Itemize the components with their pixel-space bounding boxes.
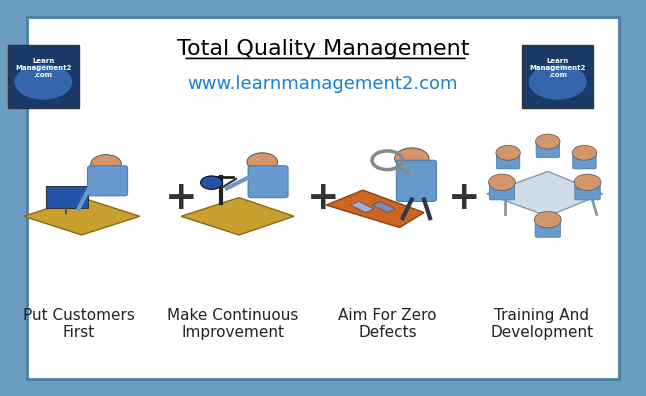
Circle shape — [247, 153, 278, 171]
Circle shape — [529, 64, 587, 100]
Circle shape — [536, 134, 560, 149]
Polygon shape — [181, 198, 294, 235]
Text: www.learnmanagement2.com: www.learnmanagement2.com — [188, 75, 458, 93]
Text: Total Quality Management: Total Quality Management — [177, 38, 469, 59]
FancyBboxPatch shape — [489, 181, 515, 200]
Circle shape — [395, 148, 429, 169]
Circle shape — [496, 145, 520, 160]
Circle shape — [488, 174, 516, 190]
Text: +: + — [307, 179, 339, 217]
FancyBboxPatch shape — [535, 219, 561, 237]
Text: Learn
Management2
.com: Learn Management2 .com — [530, 58, 586, 78]
Text: Aim For Zero
Defects: Aim For Zero Defects — [338, 308, 437, 340]
Circle shape — [534, 211, 561, 228]
Polygon shape — [24, 198, 140, 235]
FancyBboxPatch shape — [575, 181, 600, 200]
FancyBboxPatch shape — [8, 45, 79, 108]
Text: Put Customers
First: Put Customers First — [23, 308, 134, 340]
Circle shape — [574, 174, 601, 190]
Circle shape — [200, 176, 223, 189]
Polygon shape — [326, 190, 424, 227]
Polygon shape — [372, 201, 395, 213]
Text: Make Continuous
Improvement: Make Continuous Improvement — [167, 308, 298, 340]
FancyBboxPatch shape — [496, 152, 520, 169]
FancyBboxPatch shape — [45, 186, 88, 208]
Text: Learn
Management2
.com: Learn Management2 .com — [15, 58, 72, 78]
Circle shape — [91, 155, 121, 173]
Text: Training And
Development: Training And Development — [490, 308, 593, 340]
FancyBboxPatch shape — [573, 152, 596, 169]
Text: +: + — [448, 179, 481, 217]
FancyBboxPatch shape — [88, 166, 128, 196]
FancyBboxPatch shape — [27, 17, 619, 379]
FancyBboxPatch shape — [397, 160, 436, 202]
FancyBboxPatch shape — [536, 141, 559, 158]
FancyBboxPatch shape — [523, 45, 593, 108]
Text: +: + — [165, 179, 198, 217]
Circle shape — [572, 145, 597, 160]
Circle shape — [14, 64, 72, 100]
Polygon shape — [486, 171, 603, 216]
Polygon shape — [351, 201, 374, 213]
FancyBboxPatch shape — [248, 166, 288, 198]
